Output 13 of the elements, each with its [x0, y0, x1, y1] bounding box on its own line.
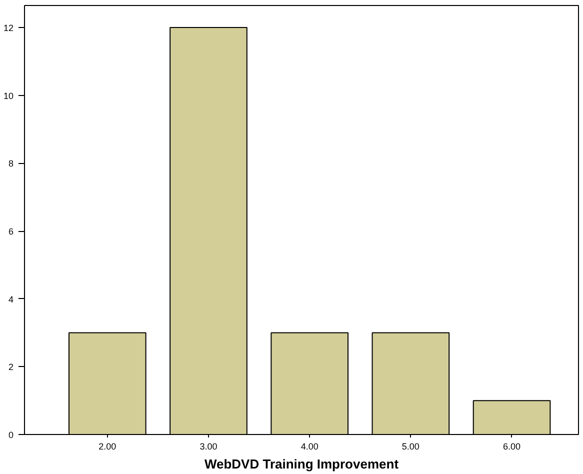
x-axis-title: WebDVD Training Improvement	[204, 456, 400, 472]
x-tick-label: 4.00	[300, 442, 318, 452]
y-tick-label: 0	[8, 430, 14, 440]
x-tick-label: 2.00	[98, 442, 116, 452]
x-tick-label: 3.00	[200, 442, 218, 452]
y-tick-label: 2	[8, 362, 14, 372]
x-tick-label: 5.00	[402, 442, 420, 452]
y-tick-label: 8	[8, 158, 14, 169]
y-tick-label: 10	[3, 90, 14, 101]
x-tick-label: 6.00	[503, 442, 521, 452]
y-tick-label: 12	[3, 23, 14, 34]
y-tick-label: 4	[8, 294, 14, 304]
y-tick-label: 6	[8, 226, 14, 237]
